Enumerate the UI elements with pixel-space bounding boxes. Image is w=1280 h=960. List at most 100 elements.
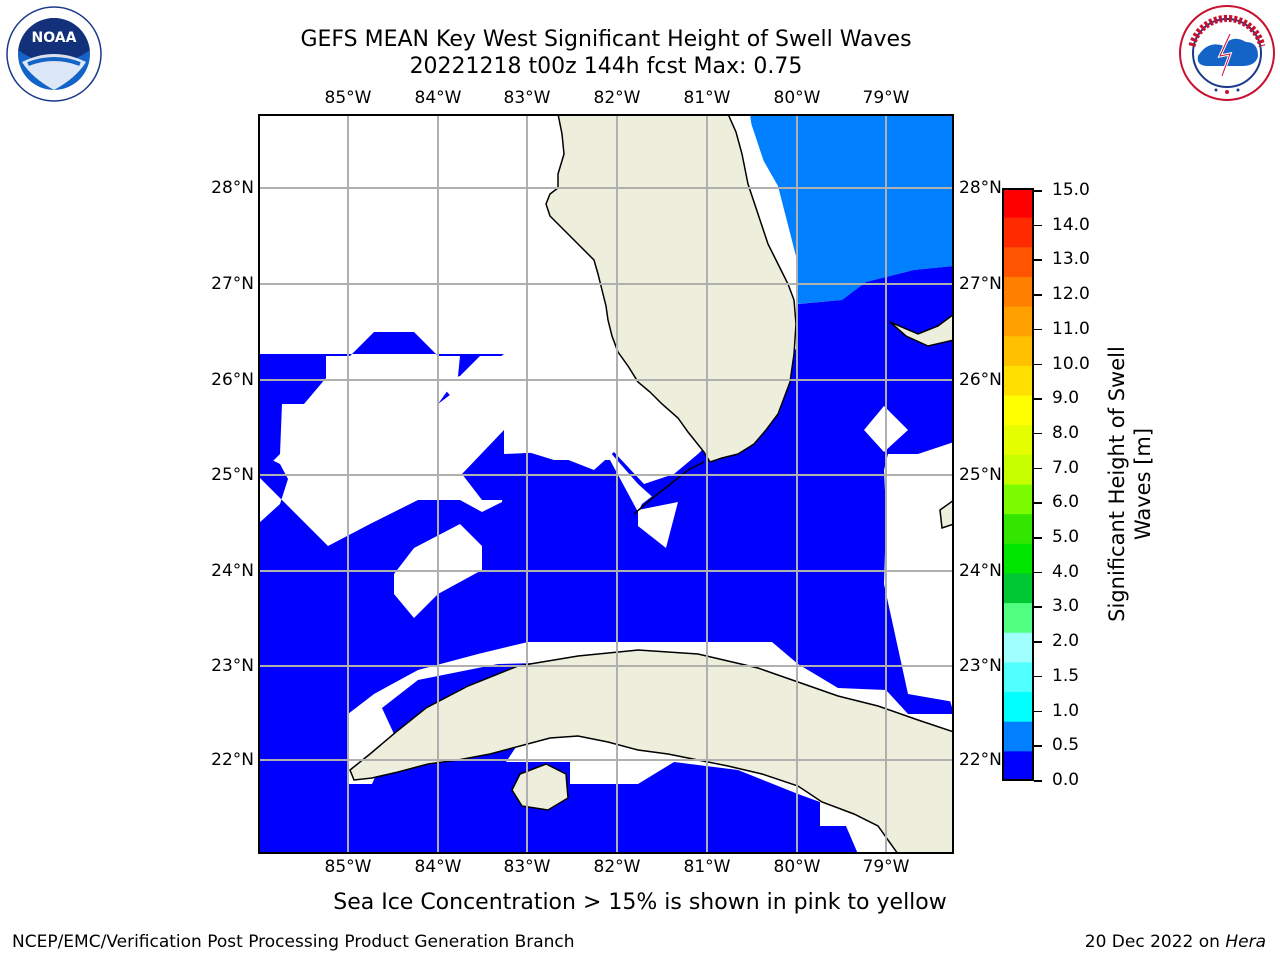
land-cuba xyxy=(349,649,954,854)
footer-host: Hera xyxy=(1225,932,1266,952)
swell-region-0.5-1.0 xyxy=(750,114,954,304)
land-florida-keys xyxy=(633,461,705,515)
map-gridlines xyxy=(258,114,954,854)
colorbar-band xyxy=(1002,336,1034,367)
land-florida xyxy=(545,114,797,463)
lon-label-bottom-80w: 80°W xyxy=(773,857,821,877)
lon-label-top-84w: 84°W xyxy=(414,88,462,108)
colorbar-tick-label: 10.0 xyxy=(1052,353,1090,374)
lat-label-right-25n: 25°N xyxy=(959,465,1002,485)
colorbar-band xyxy=(1002,306,1034,337)
lon-label-top-81w: 81°W xyxy=(683,88,731,108)
colorbar-frame xyxy=(1002,188,1034,781)
colorbar-tick-mark xyxy=(1034,537,1042,539)
swell-height-map xyxy=(258,114,954,854)
colorbar-tick-label: 0.5 xyxy=(1052,735,1080,756)
lat-label-right-28n: 28°N xyxy=(959,178,1002,198)
lat-label-right-27n: 27°N xyxy=(959,274,1002,294)
colorbar-tick-label: 5.0 xyxy=(1052,527,1080,548)
lat-label-left-26n: 26°N xyxy=(211,370,254,390)
colorbar-tick-mark xyxy=(1034,224,1042,227)
colorbar-tick-mark xyxy=(1034,675,1042,678)
colorbar-tick-mark xyxy=(1034,502,1042,504)
colorbar-band xyxy=(1002,632,1034,663)
no-data-hole-4 xyxy=(884,454,954,702)
colorbar-tick-mark xyxy=(1034,745,1042,747)
colorbar-tick-mark xyxy=(1034,710,1042,713)
lon-label-top-85w: 85°W xyxy=(324,88,372,108)
nws-logo xyxy=(1179,5,1275,101)
lon-label-top-80w: 80°W xyxy=(773,88,821,108)
colorbar-tick-label: 6.0 xyxy=(1052,492,1080,513)
colorbar-tick-label: 1.5 xyxy=(1052,665,1080,686)
lat-label-left-23n: 23°N xyxy=(211,656,254,676)
colorbar-label: Significant Height of Swell Waves [m] xyxy=(1105,346,1155,622)
colorbar-tick-label: 0.0 xyxy=(1052,770,1080,790)
colorbar-band xyxy=(1002,365,1034,397)
lat-label-left-25n: 25°N xyxy=(211,465,254,485)
colorbar-band xyxy=(1002,692,1034,723)
lat-label-right-24n: 24°N xyxy=(959,561,1002,581)
colorbar-tick-label: 11.0 xyxy=(1052,318,1090,339)
colorbar-band xyxy=(1002,276,1034,308)
colorbar-tick-mark xyxy=(1034,606,1042,608)
map-frame xyxy=(258,114,954,854)
lon-label-bottom-83w: 83°W xyxy=(503,857,551,877)
lon-label-bottom-84w: 84°W xyxy=(414,857,462,877)
colorbar-tick-label: 13.0 xyxy=(1052,249,1090,270)
colorbar-tick-mark xyxy=(1034,780,1042,782)
colorbar-tick-mark xyxy=(1034,328,1042,331)
lat-label-left-24n: 24°N xyxy=(211,561,254,581)
land-bahamas xyxy=(889,313,954,347)
colorbar-band xyxy=(1002,662,1034,693)
no-data-north-cuba xyxy=(348,642,954,784)
colorbar-tick-mark xyxy=(1034,259,1042,261)
colorbar-band xyxy=(1002,751,1034,781)
no-data-hole-5 xyxy=(638,502,678,548)
lat-label-left-27n: 27°N xyxy=(211,274,254,294)
lon-label-bottom-81w: 81°W xyxy=(683,857,731,877)
colorbar-tick-label: 15.0 xyxy=(1052,180,1090,200)
colorbar-band xyxy=(1002,514,1034,545)
lat-label-right-23n: 23°N xyxy=(959,656,1002,676)
colorbar-tick-label: 2.0 xyxy=(1052,631,1080,652)
sea-ice-note: Sea Ice Concentration > 15% is shown in … xyxy=(333,890,947,915)
colorbar-tick-mark xyxy=(1034,363,1042,366)
colorbar xyxy=(1002,188,1034,781)
land-andros xyxy=(939,499,954,530)
colorbar-band xyxy=(1002,721,1034,752)
colorbar-tick-mark xyxy=(1034,571,1042,574)
lon-label-bottom-82w: 82°W xyxy=(593,857,641,877)
colorbar-band xyxy=(1002,425,1034,456)
colorbar-tick-label: 1.0 xyxy=(1052,700,1080,721)
lon-label-top-83w: 83°W xyxy=(503,88,551,108)
lon-label-top-82w: 82°W xyxy=(593,88,641,108)
colorbar-tick-mark xyxy=(1034,398,1042,400)
chart-subtitle: 20221218 t00z 144h fcst Max: 0.75 xyxy=(409,54,803,79)
colorbar-tick-label: 3.0 xyxy=(1052,596,1080,617)
footer-date: 20 Dec 2022 on Hera xyxy=(1085,932,1266,952)
colorbar-band xyxy=(1002,484,1034,515)
colorbar-tick-mark xyxy=(1034,190,1042,192)
colorbar-bands xyxy=(1002,188,1034,781)
colorbar-band xyxy=(1002,543,1034,574)
colorbar-band xyxy=(1002,454,1034,485)
noaa-logo-text: NOAA xyxy=(32,30,77,46)
colorbar-tick-mark xyxy=(1034,294,1042,296)
lat-label-left-22n: 22°N xyxy=(211,750,254,770)
colorbar-band xyxy=(1002,603,1034,634)
colorbar-tick-mark xyxy=(1034,641,1042,643)
colorbar-tick-label: 8.0 xyxy=(1052,422,1080,443)
colorbar-tick-mark xyxy=(1034,432,1042,435)
lat-label-left-28n: 28°N xyxy=(211,178,254,198)
lon-label-bottom-79w: 79°W xyxy=(862,857,910,877)
colorbar-band xyxy=(1002,247,1034,278)
colorbar-band xyxy=(1002,395,1034,426)
colorbar-tick-label: 4.0 xyxy=(1052,561,1080,582)
colorbar-band xyxy=(1002,217,1034,248)
lon-label-bottom-85w: 85°W xyxy=(324,857,372,877)
colorbar-tick-label: 7.0 xyxy=(1052,457,1080,478)
lon-label-top-79w: 79°W xyxy=(862,88,910,108)
chart-title: GEFS MEAN Key West Significant Height of… xyxy=(300,27,912,52)
colorbar-tick-label: 9.0 xyxy=(1052,388,1080,409)
